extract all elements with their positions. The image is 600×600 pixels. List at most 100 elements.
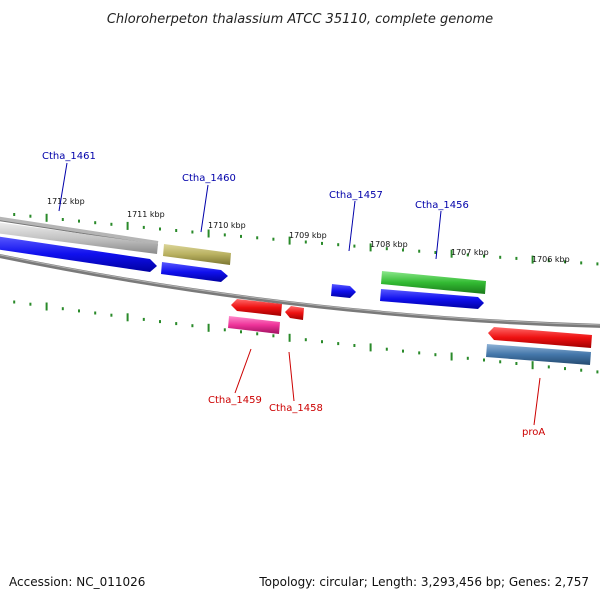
scale-tick: [304, 338, 307, 342]
gene-ctha-1459[interactable]: [231, 299, 282, 316]
gene-proa[interactable]: [488, 327, 592, 348]
scale-tick: [191, 324, 194, 328]
scale-tick: [580, 261, 583, 265]
gene-ctha-1461-grey[interactable]: [0, 222, 158, 254]
scale-tick: [175, 322, 178, 326]
scale-tick: [191, 230, 194, 234]
scale-tick: [499, 360, 502, 364]
scale-tick: [466, 253, 469, 257]
scale-tick: [240, 330, 242, 334]
scale-tick: [223, 233, 226, 237]
scale-label-1707: 1707 kbp: [451, 248, 489, 257]
scale-tick: [288, 236, 291, 245]
label-ctha-1456[interactable]: Ctha_1456: [415, 200, 469, 211]
reverse-scale-ticks: [13, 300, 599, 374]
scale-tick: [240, 234, 242, 238]
scale-tick: [78, 309, 80, 313]
scale-labels: 1712 kbp 1711 kbp 1710 kbp 1709 kbp 1708…: [47, 197, 570, 264]
label-ctha-1460[interactable]: Ctha_1460: [182, 173, 236, 184]
scale-tick: [547, 365, 550, 369]
scale-tick: [450, 352, 453, 361]
scale-tick: [450, 249, 453, 258]
scale-tick: [483, 358, 485, 362]
scale-tick: [385, 347, 388, 351]
scale-tick: [418, 249, 421, 253]
scale-tick: [337, 243, 340, 247]
scale-tick: [402, 248, 404, 252]
scale-label-1711: 1711 kbp: [127, 210, 165, 219]
scale-tick: [418, 351, 421, 355]
scale-tick: [402, 349, 404, 353]
scale-tick: [596, 262, 599, 266]
scale-label-1710: 1710 kbp: [208, 221, 246, 230]
scale-label-1712: 1712 kbp: [47, 197, 85, 206]
gene-ctha-1460[interactable]: [161, 262, 228, 282]
scale-tick: [434, 251, 437, 254]
scale-tick: [78, 219, 80, 223]
label-ctha-1457[interactable]: Ctha_1457: [329, 190, 383, 201]
gene-ctha-1457[interactable]: [331, 284, 356, 298]
scale-tick: [256, 236, 259, 240]
gene-ctha-1461[interactable]: [0, 236, 157, 272]
scale-tick: [126, 221, 129, 230]
scale-label-1709: 1709 kbp: [289, 231, 327, 240]
topology-text: Topology: circular; Length: 3,293,456 bp…: [258, 575, 589, 589]
scale-tick: [45, 302, 48, 311]
gene-ctha-1460-olive[interactable]: [163, 244, 231, 265]
scale-tick: [499, 255, 502, 259]
scale-tick: [13, 300, 16, 304]
genome-backbone: [0, 253, 600, 328]
label-proa[interactable]: proA: [522, 427, 545, 438]
scale-tick: [110, 313, 113, 317]
scale-tick: [515, 362, 518, 365]
scale-tick: [45, 213, 48, 222]
scale-tick: [564, 367, 566, 371]
scale-tick: [321, 241, 323, 245]
scale-tick: [159, 227, 161, 231]
scale-tick: [29, 214, 32, 218]
gene-proa-steel[interactable]: [486, 344, 591, 365]
gene-ctha-1458[interactable]: [285, 306, 304, 320]
scale-tick: [596, 370, 599, 374]
gene-ctha-1456-green[interactable]: [381, 271, 486, 294]
scale-tick: [353, 244, 356, 248]
scale-tick: [515, 256, 518, 260]
scale-tick: [142, 225, 145, 229]
forward-scale-ticks: [13, 213, 599, 266]
scale-tick: [385, 247, 388, 251]
scale-tick: [272, 237, 275, 241]
scale-tick: [466, 356, 469, 360]
scale-tick: [13, 213, 16, 216]
label-ctha-1461[interactable]: Ctha_1461: [42, 151, 96, 162]
scale-tick: [434, 353, 437, 357]
scale-tick: [564, 260, 566, 264]
scale-label-1706: 1706 kbp: [532, 255, 570, 264]
gene-ctha-1459-magenta[interactable]: [228, 316, 280, 334]
scale-tick: [175, 229, 178, 232]
scale-label-1708: 1708 kbp: [370, 240, 408, 249]
scale-tick: [272, 334, 275, 338]
scale-tick: [61, 307, 64, 311]
scale-tick: [159, 320, 161, 324]
scale-tick: [483, 254, 485, 258]
scale-tick: [337, 342, 340, 346]
scale-tick: [288, 333, 291, 342]
scale-tick: [223, 328, 226, 332]
label-leaders: [58, 162, 541, 426]
scale-tick: [580, 368, 583, 372]
label-ctha-1459[interactable]: Ctha_1459: [208, 395, 262, 406]
scale-tick: [94, 221, 97, 225]
label-ctha-1458[interactable]: Ctha_1458: [269, 403, 323, 414]
gene-ctha-1456[interactable]: [380, 289, 484, 309]
scale-tick: [304, 240, 307, 244]
map-title: Chloroherpeton thalassium ATCC 35110, co…: [107, 12, 493, 27]
scale-tick: [321, 340, 323, 344]
scale-tick: [207, 229, 210, 238]
accession-text: Accession: NC_011026: [9, 575, 145, 589]
scale-tick: [29, 302, 32, 306]
scale-tick: [531, 255, 534, 264]
scale-tick: [94, 311, 97, 315]
scale-tick: [547, 259, 550, 263]
scale-tick: [142, 317, 145, 321]
